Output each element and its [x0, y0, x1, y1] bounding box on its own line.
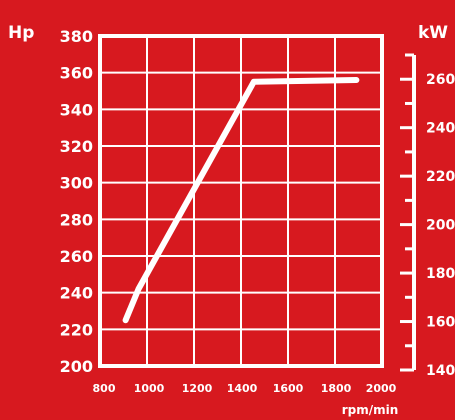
- y-tick-label: 380: [60, 27, 93, 46]
- y2-tick-label: 160: [426, 315, 455, 331]
- y-axis-ticks-left: 200 220 240 260 280 300 320 340 360 380: [60, 27, 93, 376]
- power-curve-point: [137, 288, 139, 290]
- y-tick-label: 360: [60, 64, 93, 83]
- x-axis-ticks: 800 1000 1200 1400 1600 1800 2000: [93, 382, 397, 395]
- y-tick-label: 220: [60, 320, 93, 339]
- y-tick-label: 280: [60, 210, 93, 229]
- y-axis-label-right: kW: [418, 23, 448, 43]
- power-curve-point: [253, 81, 255, 83]
- x-tick-label: 1800: [321, 382, 352, 395]
- y-tick-label: 240: [60, 284, 93, 303]
- y-tick-label: 300: [60, 174, 93, 193]
- plot-grid: [98, 34, 384, 368]
- series-layer: [122, 77, 360, 324]
- y2-tick-label: 220: [426, 169, 455, 185]
- y2-tick-label: 240: [426, 121, 455, 137]
- y-tick-label: 340: [60, 100, 93, 119]
- y-axis-right: 140 160 180 200 220 240 260: [400, 53, 455, 379]
- y2-tick-label: 140: [426, 363, 455, 379]
- x-tick-label: 1400: [227, 382, 258, 395]
- x-tick-label: 800: [93, 382, 116, 395]
- power-curve-point: [125, 319, 127, 321]
- y2-tick-label: 180: [426, 266, 455, 282]
- y-tick-label: 320: [60, 137, 93, 156]
- x-axis-label: rpm/min: [342, 403, 399, 417]
- y2-tick-label: 200: [426, 218, 455, 234]
- x-tick-label: 1000: [134, 382, 165, 395]
- y-tick-label: 260: [60, 247, 93, 266]
- y-tick-label: 200: [60, 357, 93, 376]
- power-curve-line: [122, 77, 360, 324]
- power-curve-point: [355, 79, 357, 81]
- x-tick-label: 1600: [273, 382, 304, 395]
- y-axis-label-left: Hp: [8, 23, 34, 43]
- y2-tick-label: 260: [426, 72, 455, 88]
- x-tick-label: 2000: [366, 382, 397, 395]
- x-tick-label: 1200: [182, 382, 213, 395]
